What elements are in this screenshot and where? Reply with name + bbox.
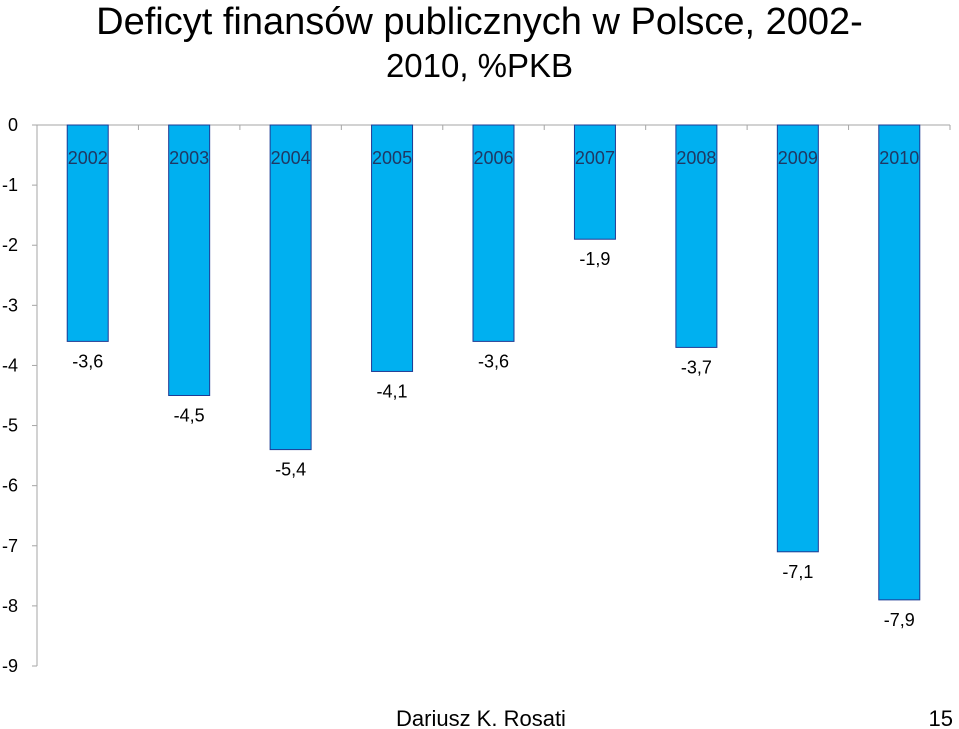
- value-label-2002: -3,6: [72, 351, 103, 371]
- y-tick-label: -4: [2, 355, 18, 375]
- category-label-2008: 2008: [676, 148, 716, 168]
- y-tick-label: 0: [8, 115, 18, 135]
- chart-title: Deficyt finansów publicznych w Polsce, 2…: [0, 0, 959, 88]
- value-label-2005: -4,1: [377, 381, 408, 401]
- category-label-2004: 2004: [271, 148, 311, 168]
- author-name: Dariusz K. Rosati: [396, 706, 566, 729]
- value-label-2006: -3,6: [478, 351, 509, 371]
- bar-2005: [371, 124, 414, 372]
- y-tick-label: -6: [2, 476, 18, 496]
- category-label-2006: 2006: [473, 148, 513, 168]
- value-label-2010: -7,9: [884, 610, 915, 630]
- category-label-2005: 2005: [372, 148, 412, 168]
- page-number: 15: [928, 706, 953, 729]
- y-tick-label: -2: [2, 235, 18, 255]
- value-label-2008: -3,7: [681, 357, 712, 377]
- y-tick-label: -8: [2, 596, 18, 616]
- bar-2002: [66, 124, 109, 342]
- y-tick-label: -5: [2, 416, 18, 436]
- y-tick-label: -9: [2, 656, 18, 676]
- y-tick-label: -1: [2, 175, 18, 195]
- value-label-2003: -4,5: [174, 406, 205, 426]
- category-label-2009: 2009: [778, 148, 818, 168]
- bar-2009: [776, 124, 819, 553]
- value-label-2009: -7,1: [782, 562, 813, 582]
- y-tick-label: -3: [2, 295, 18, 315]
- title-main: Deficyt finansów publicznych w Polsce, 2…: [96, 1, 863, 43]
- bar-2008: [675, 124, 718, 348]
- bar-2004: [269, 124, 312, 451]
- y-tick-label: -7: [2, 536, 18, 556]
- title-line2: 2010, %PKB: [385, 47, 574, 84]
- category-label-2007: 2007: [575, 148, 615, 168]
- category-label-2002: 2002: [68, 148, 108, 168]
- value-label-2004: -5,4: [275, 460, 306, 480]
- bar-2010: [878, 124, 921, 601]
- value-label-2007: -1,9: [579, 249, 610, 269]
- category-label-2010: 2010: [879, 148, 919, 168]
- category-label-2003: 2003: [169, 148, 209, 168]
- bar-2006: [472, 124, 515, 342]
- bar-2007: [573, 124, 616, 240]
- bar-2003: [168, 124, 211, 396]
